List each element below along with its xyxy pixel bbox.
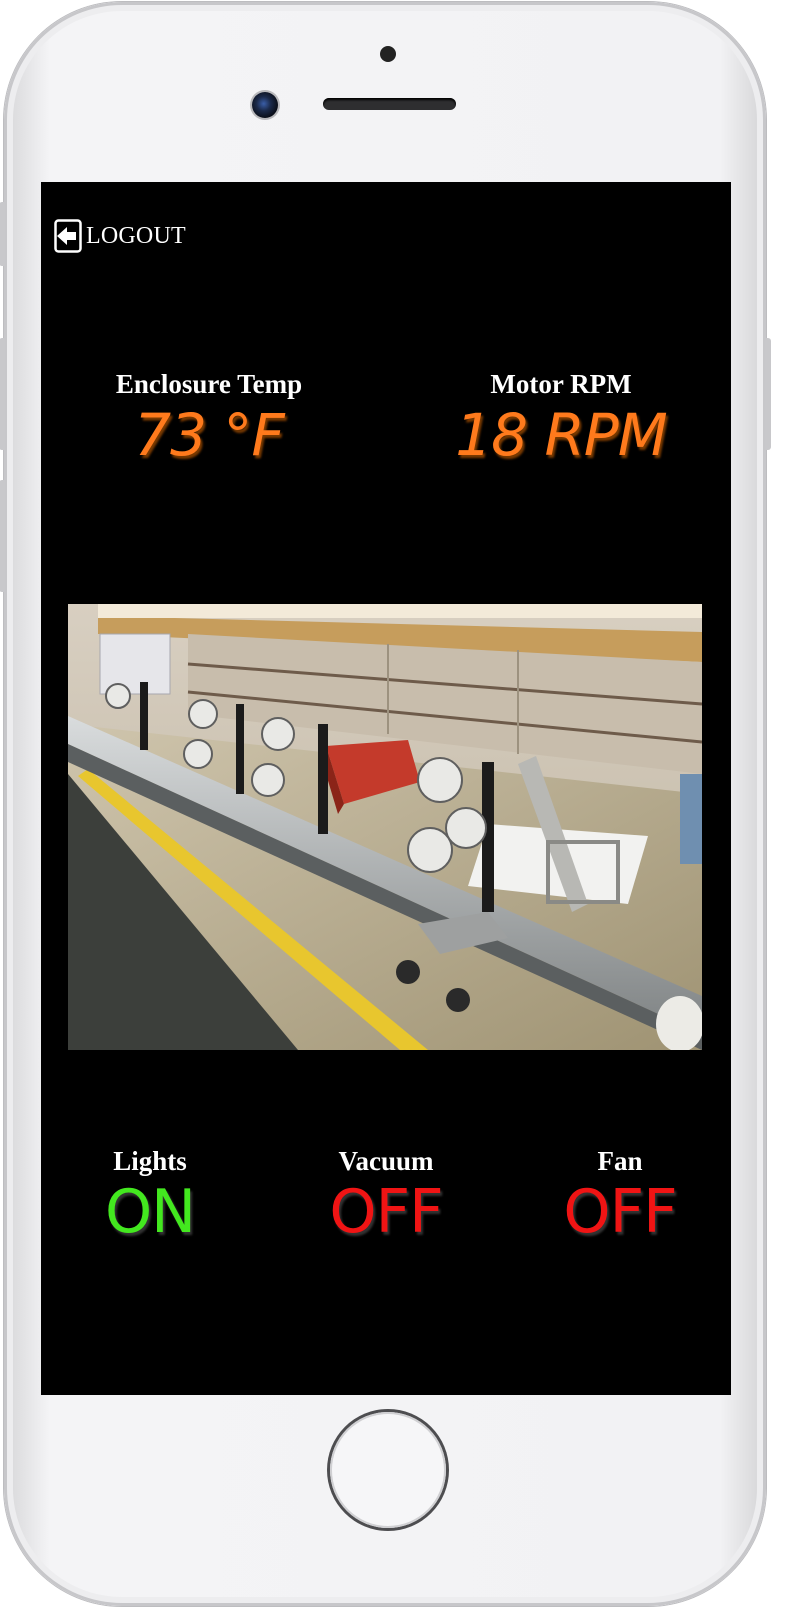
enclosure-temp-widget: Enclosure Temp 73 °F xyxy=(81,368,337,470)
vacuum-toggle[interactable]: Vacuum OFF xyxy=(296,1145,476,1247)
vacuum-label: Vacuum xyxy=(338,1146,434,1176)
motor-rpm-widget: Motor RPM 18 RPM xyxy=(425,368,697,470)
silent-switch xyxy=(0,202,5,266)
enclosure-temp-label: Enclosure Temp xyxy=(115,369,303,399)
lights-toggle[interactable]: Lights ON xyxy=(60,1145,240,1247)
motor-rpm-value: 18 RPM xyxy=(455,401,668,469)
logout-label: LOGOUT xyxy=(86,222,186,249)
proximity-sensor xyxy=(380,46,396,62)
vacuum-state: OFF xyxy=(329,1177,443,1247)
volume-up-button xyxy=(0,338,5,450)
enclosure-temp-value: 73 °F xyxy=(134,401,285,469)
power-button xyxy=(765,338,771,450)
logout-button[interactable]: LOGOUT xyxy=(54,219,186,253)
volume-down-button xyxy=(0,480,5,592)
earpiece-speaker xyxy=(323,98,456,110)
logout-arrow-icon xyxy=(54,219,82,253)
fan-toggle[interactable]: Fan OFF xyxy=(530,1145,710,1247)
motor-rpm-label: Motor RPM xyxy=(490,369,632,399)
lights-label: Lights xyxy=(113,1146,187,1176)
home-button[interactable] xyxy=(330,1412,446,1528)
front-camera xyxy=(252,92,278,118)
fan-label: Fan xyxy=(597,1146,643,1176)
fan-state: OFF xyxy=(563,1177,677,1247)
lights-state: ON xyxy=(104,1177,196,1247)
workbench-camera-image xyxy=(68,604,702,1050)
app-screen: LOGOUT Enclosure Temp 73 °F Motor RPM 18… xyxy=(41,182,731,1395)
